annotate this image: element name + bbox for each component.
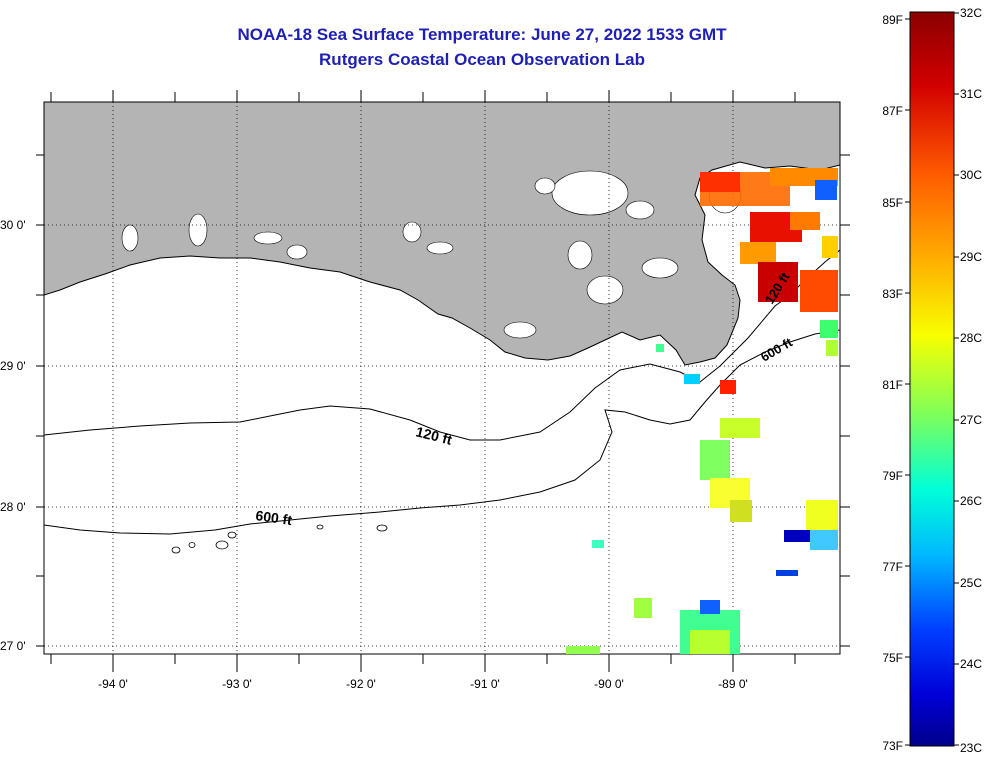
colorbar-label-f: 75F [882, 651, 903, 665]
lon-label: -94 0' [98, 677, 128, 691]
calcasieu-lake [188, 213, 208, 247]
isobath-600ft [44, 329, 840, 535]
colorbar-label-c: 28C [960, 331, 982, 345]
isobath-120ft [44, 249, 840, 441]
land-mass [44, 102, 840, 366]
lake-maurepas [534, 177, 556, 195]
colorbar-label-c: 30C [960, 168, 982, 182]
lat-label: 27 0' [0, 639, 26, 653]
lake-salvador [567, 240, 593, 270]
sst-patches [566, 168, 838, 654]
frame-ticks [36, 90, 850, 672]
terrebonne-bay [503, 321, 537, 339]
lake-borgne [625, 200, 655, 220]
colorbar-label-c: 29C [960, 250, 982, 264]
map-title: NOAA-18 Sea Surface Temperature: June 27… [237, 25, 727, 44]
sst-colorbar [909, 11, 955, 747]
isobath-label-600ft-shelf: 600 ft [255, 507, 294, 528]
lon-label: -91 0' [470, 677, 500, 691]
colorbar-label-c: 31C [960, 87, 982, 101]
colorbar-label-f: 89F [882, 13, 903, 27]
colorbar-ticks [905, 12, 959, 746]
atchafalaya-bay [426, 241, 454, 255]
contour-islands [171, 524, 388, 554]
lat-label: 30 0' [0, 218, 26, 232]
colorbar-label-c: 23C [960, 741, 982, 755]
colorbar-label-f: 85F [882, 196, 903, 210]
lon-label: -93 0' [222, 677, 252, 691]
colorbar-label-c: 26C [960, 494, 982, 508]
breton-sound [641, 257, 679, 279]
lat-label: 28 0' [0, 500, 26, 514]
sabine-lake [121, 224, 139, 252]
colorbar-label-f: 83F [882, 287, 903, 301]
colorbar-label-f: 81F [882, 378, 903, 392]
colorbar-label-c: 24C [960, 657, 982, 671]
colorbar-label-f: 73F [882, 739, 903, 753]
colorbar-label-f: 77F [882, 560, 903, 574]
lat-label: 29 0' [0, 359, 26, 373]
barataria-bay [586, 275, 624, 305]
lon-label: -92 0' [346, 677, 376, 691]
grand-lake [253, 231, 283, 245]
white-lake [286, 244, 308, 260]
colorbar-label-f: 87F [882, 104, 903, 118]
lon-label: -89 0' [718, 677, 748, 691]
colorbar-label-f: 79F [882, 469, 903, 483]
lon-label: -90 0' [594, 677, 624, 691]
map-subtitle: Rutgers Coastal Ocean Observation Lab [319, 50, 645, 69]
vermilion-bay [402, 221, 422, 243]
lake-pontchartrain [551, 170, 629, 216]
colorbar-label-c: 32C [960, 6, 982, 20]
colorbar-label-c: 25C [960, 576, 982, 590]
colorbar-label-c: 27C [960, 413, 982, 427]
